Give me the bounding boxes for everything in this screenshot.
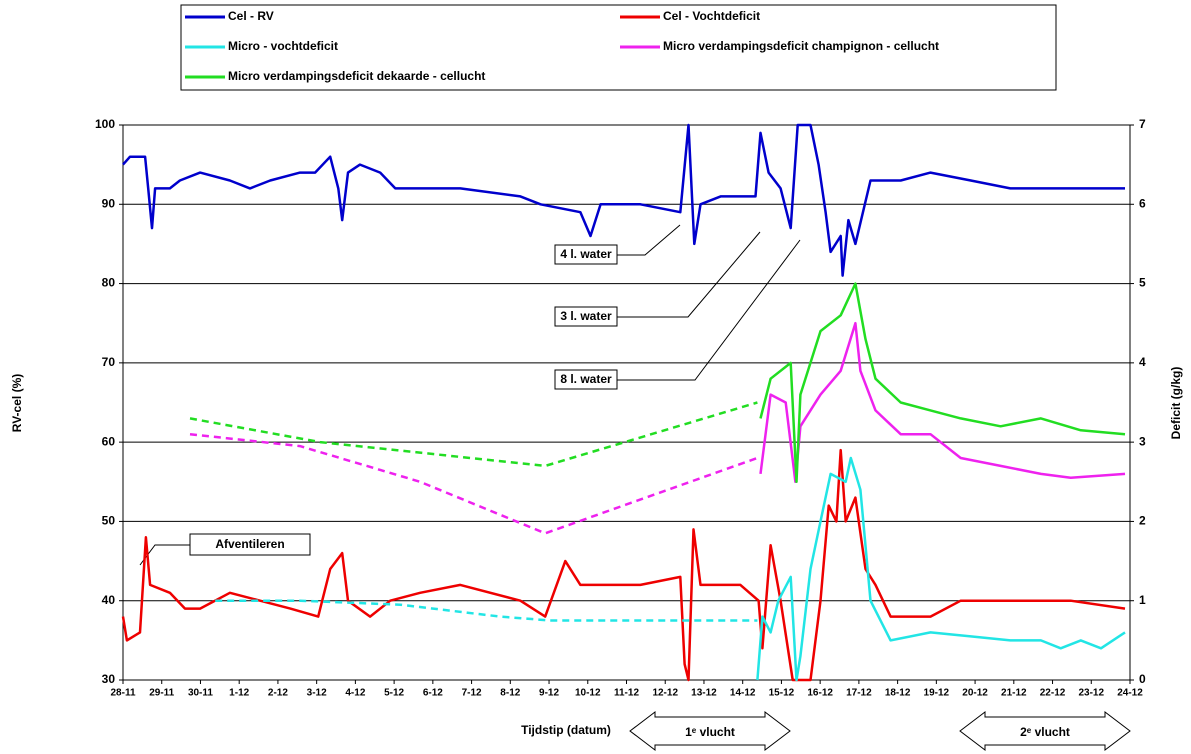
x-tick-label: 20-12 bbox=[962, 688, 988, 699]
y-tick-label: 100 bbox=[95, 117, 115, 131]
legend-label: Cel - RV bbox=[228, 9, 274, 23]
x-tick-label: 13-12 bbox=[691, 688, 717, 699]
legend-box bbox=[180, 4, 1057, 91]
y2-tick-label: 0 bbox=[1139, 672, 1146, 686]
y2-tick-label: 6 bbox=[1139, 196, 1146, 210]
x-tick-label: 11-12 bbox=[614, 688, 639, 699]
y-tick-label: 60 bbox=[102, 434, 116, 448]
leader bbox=[617, 231, 761, 318]
x-tick-label: 3-12 bbox=[307, 688, 327, 699]
y-tick-label: 40 bbox=[102, 593, 116, 607]
arrow bbox=[959, 710, 1131, 752]
y2-tick-label: 2 bbox=[1139, 514, 1146, 528]
line bbox=[121, 448, 1126, 682]
legend-label: Micro verdampingsdeficit champignon - ce… bbox=[663, 39, 939, 53]
x-tick-label: 2-12 bbox=[268, 688, 288, 699]
x-tick-label: 4-12 bbox=[345, 688, 365, 699]
line bbox=[759, 282, 1126, 484]
x-tick-label: 21-12 bbox=[1001, 688, 1027, 699]
dashed-line bbox=[189, 432, 758, 535]
line bbox=[759, 321, 1126, 484]
legend-label: Cel - Vochtdeficit bbox=[663, 9, 760, 23]
legend: Cel - RV Cel - Vochtdeficit Micro - vochtd… bbox=[185, 9, 939, 83]
annotation: 4 l. water bbox=[560, 247, 612, 261]
line bbox=[122, 123, 1125, 277]
x-tick-label: 22-12 bbox=[1040, 688, 1066, 699]
leader bbox=[617, 239, 801, 381]
x-tick-label: 29-11 bbox=[149, 688, 174, 699]
legend-label: Micro verdampingsdeficit dekaarde - cell… bbox=[228, 69, 485, 83]
leader bbox=[617, 224, 681, 256]
y-axis-title: RV-cel (%) bbox=[10, 374, 24, 432]
annotation: 1ᵉ vlucht bbox=[685, 725, 735, 739]
x-tick-label: 30-11 bbox=[188, 688, 213, 699]
x-tick-label: 14-12 bbox=[730, 688, 756, 699]
x-tick-label: 9-12 bbox=[539, 688, 559, 699]
x-tick-label: 7-12 bbox=[462, 688, 482, 699]
y2-tick-label: 3 bbox=[1139, 434, 1146, 448]
dashed-line bbox=[189, 401, 758, 468]
y-tick-label: 50 bbox=[102, 514, 116, 528]
x-tick-label: 16-12 bbox=[807, 688, 833, 699]
x-tick-label: 18-12 bbox=[885, 688, 911, 699]
x-tick-label: 1-12 bbox=[229, 688, 249, 699]
x-tick-label: 28-11 bbox=[110, 688, 135, 699]
x-tick-label: 24-12 bbox=[1117, 688, 1143, 699]
annotation: 3 l. water bbox=[560, 309, 612, 323]
x-tick-label: 8-12 bbox=[500, 688, 520, 699]
arrow bbox=[629, 710, 791, 752]
y-tick-label: 30 bbox=[102, 672, 116, 686]
x-axis-title: Tijdstip (datum) bbox=[521, 723, 611, 737]
x-tick-label: 23-12 bbox=[1078, 688, 1104, 699]
y-tick-label: 90 bbox=[102, 196, 116, 210]
x-tick-label: 10-12 bbox=[575, 688, 601, 699]
x-tick-label: 5-12 bbox=[384, 688, 404, 699]
annotation-shapes bbox=[139, 224, 1131, 752]
y-tick-label: 70 bbox=[102, 355, 116, 369]
annotation: 8 l. water bbox=[560, 372, 612, 386]
y2-tick-label: 1 bbox=[1139, 593, 1146, 607]
line bbox=[756, 456, 1126, 682]
plot-frame bbox=[122, 124, 1131, 681]
y2-tick-label: 7 bbox=[1139, 117, 1146, 131]
x-tick-label: 6-12 bbox=[423, 688, 443, 699]
annotation: 2ᵉ vlucht bbox=[1020, 725, 1070, 739]
x-tick-label: 15-12 bbox=[769, 688, 795, 699]
legend-label: Micro - vochtdeficit bbox=[228, 39, 338, 53]
y-tick-label: 80 bbox=[102, 276, 116, 290]
x-tick-label: 19-12 bbox=[924, 688, 950, 699]
y2-tick-label: 5 bbox=[1139, 276, 1146, 290]
y2-axis-title: Deficit (g/kg) bbox=[1169, 367, 1183, 440]
x-tick-label: 12-12 bbox=[652, 688, 678, 699]
y2-tick-label: 4 bbox=[1139, 355, 1146, 369]
annotation: Afventileren bbox=[215, 537, 284, 551]
x-tick-label: 17-12 bbox=[846, 688, 872, 699]
